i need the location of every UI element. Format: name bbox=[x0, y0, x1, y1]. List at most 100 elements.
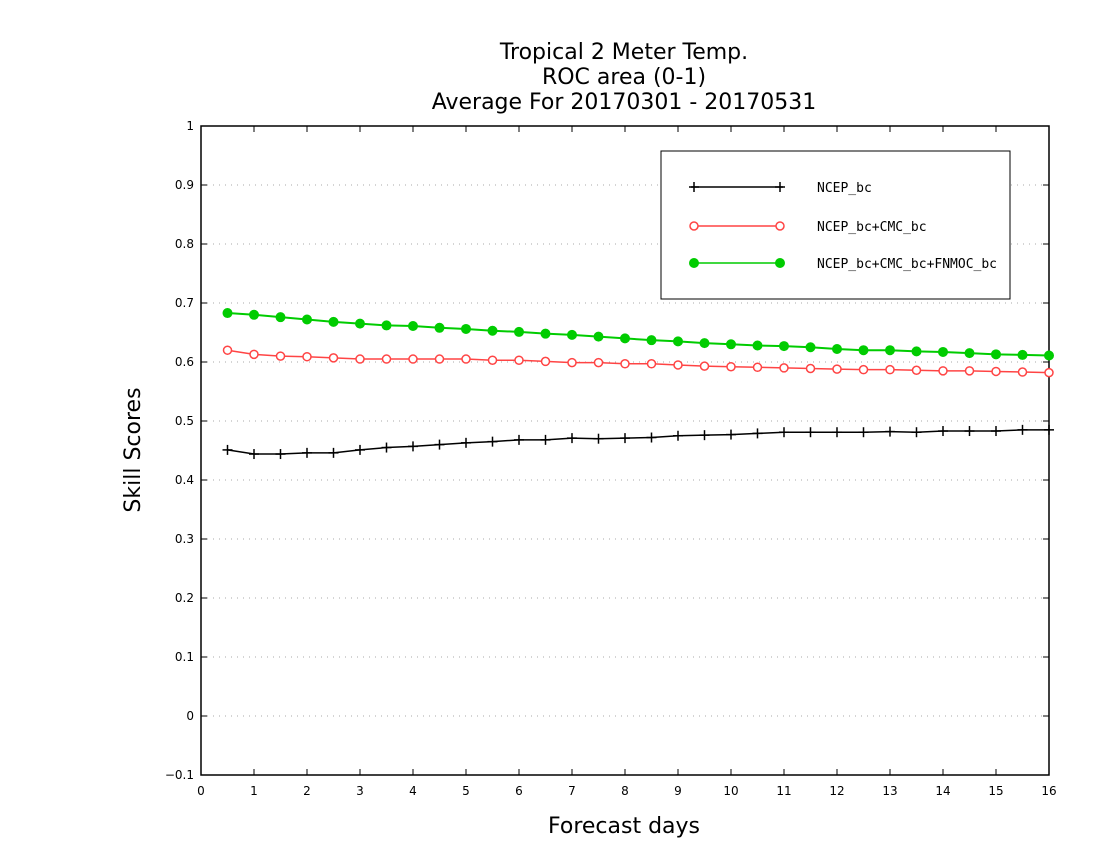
x-tick-label: 10 bbox=[723, 784, 738, 798]
data-point bbox=[381, 442, 392, 453]
legend-entry: NCEP_bc+CMC_bc bbox=[689, 220, 927, 235]
data-point bbox=[991, 349, 1001, 360]
legend-marker bbox=[689, 221, 699, 231]
data-point bbox=[567, 329, 577, 340]
data-point bbox=[381, 320, 392, 331]
chart-title: Tropical 2 Meter Temp. ROC area (0-1) Av… bbox=[432, 40, 817, 115]
legend-marker bbox=[689, 182, 699, 192]
series-ncep-bc-cmc-bc-fnmoc-bc bbox=[222, 308, 1054, 361]
series-ncep-bc-cmc-bc bbox=[222, 345, 1054, 378]
legend-marker bbox=[775, 182, 785, 192]
series-line bbox=[227, 349, 1050, 374]
data-point bbox=[514, 434, 524, 445]
axis-ticks: −0.100.10.20.30.40.50.60.70.80.910 1 2 3 4 5 6… bbox=[165, 119, 1057, 798]
data-point bbox=[646, 359, 657, 369]
data-point bbox=[461, 354, 471, 364]
data-point bbox=[540, 328, 551, 339]
data-point bbox=[302, 314, 312, 325]
x-tick-label: 4 bbox=[409, 784, 417, 798]
data-point bbox=[911, 365, 922, 376]
data-point bbox=[302, 447, 312, 458]
data-point bbox=[726, 361, 736, 372]
data-point bbox=[858, 364, 869, 375]
x-tick-label: 13 bbox=[882, 784, 897, 798]
data-point bbox=[1017, 367, 1028, 377]
data-point bbox=[487, 436, 498, 447]
data-point bbox=[779, 363, 789, 373]
data-point bbox=[540, 434, 551, 445]
data-point bbox=[355, 318, 365, 329]
y-tick-label: 0.2 bbox=[175, 591, 194, 605]
data-point bbox=[805, 363, 816, 374]
x-tick-label: 11 bbox=[776, 784, 791, 798]
data-point bbox=[222, 345, 233, 355]
y-tick-label: 0 bbox=[186, 709, 194, 723]
data-point bbox=[1044, 367, 1054, 378]
data-point bbox=[593, 433, 604, 444]
y-tick-label: 0.9 bbox=[175, 178, 194, 192]
y-axis-label: Skill Scores bbox=[121, 387, 146, 512]
legend-label: NCEP_bc bbox=[817, 181, 872, 196]
data-point bbox=[752, 340, 763, 351]
data-point bbox=[514, 326, 524, 337]
data-point bbox=[355, 354, 365, 364]
title-line-1: Tropical 2 Meter Temp. bbox=[499, 40, 748, 65]
series-ncep-bc bbox=[222, 424, 1054, 460]
legend-marker bbox=[775, 221, 785, 231]
data-point bbox=[328, 353, 339, 363]
legend-box bbox=[660, 150, 1011, 300]
data-point bbox=[302, 351, 312, 362]
y-tick-label: 0.7 bbox=[175, 296, 194, 310]
data-point bbox=[646, 335, 657, 346]
legend-marker bbox=[689, 258, 699, 268]
data-point bbox=[1044, 350, 1054, 361]
data-point bbox=[408, 441, 418, 452]
x-tick-label: 5 bbox=[462, 784, 470, 798]
data-point bbox=[832, 344, 842, 355]
data-point bbox=[408, 354, 418, 364]
data-point bbox=[1017, 349, 1028, 360]
data-point bbox=[275, 351, 286, 361]
data-point bbox=[434, 354, 445, 364]
data-point bbox=[964, 366, 975, 376]
data-point bbox=[858, 345, 869, 356]
data-point bbox=[328, 316, 339, 327]
x-tick-label: 7 bbox=[568, 784, 576, 798]
x-tick-label: 8 bbox=[621, 784, 629, 798]
data-point bbox=[567, 433, 577, 444]
y-tick-label: 1 bbox=[186, 119, 194, 133]
data-point bbox=[249, 349, 259, 360]
data-point bbox=[938, 366, 948, 376]
x-tick-label: 0 bbox=[197, 784, 205, 798]
data-point bbox=[249, 309, 259, 320]
data-point bbox=[355, 444, 365, 455]
legend-marker bbox=[775, 258, 785, 268]
data-point bbox=[911, 427, 922, 438]
x-tick-label: 1 bbox=[250, 784, 258, 798]
data-point bbox=[938, 346, 948, 357]
data-point bbox=[1044, 424, 1054, 435]
data-point bbox=[434, 322, 445, 333]
x-tick-label: 16 bbox=[1041, 784, 1056, 798]
y-tick-label: 0.4 bbox=[175, 473, 194, 487]
x-tick-label: 12 bbox=[829, 784, 844, 798]
data-point bbox=[381, 354, 392, 364]
data-point bbox=[620, 359, 630, 369]
data-point bbox=[964, 348, 975, 359]
title-line-3: Average For 20170301 - 20170531 bbox=[432, 90, 817, 115]
series-line bbox=[227, 312, 1050, 357]
legend-entry: NCEP_bc bbox=[689, 181, 872, 196]
data-point bbox=[514, 355, 524, 365]
data-point bbox=[805, 427, 816, 438]
data-point bbox=[699, 361, 710, 371]
data-point bbox=[408, 321, 418, 332]
legend-label: NCEP_bc+CMC_bc+FNMOC_bc bbox=[817, 257, 997, 272]
data-point bbox=[673, 430, 683, 441]
data-point bbox=[832, 364, 842, 374]
x-tick-label: 3 bbox=[356, 784, 364, 798]
data-point bbox=[540, 356, 551, 367]
data-point bbox=[275, 312, 286, 323]
data-point bbox=[805, 342, 816, 353]
data-point bbox=[593, 357, 604, 368]
